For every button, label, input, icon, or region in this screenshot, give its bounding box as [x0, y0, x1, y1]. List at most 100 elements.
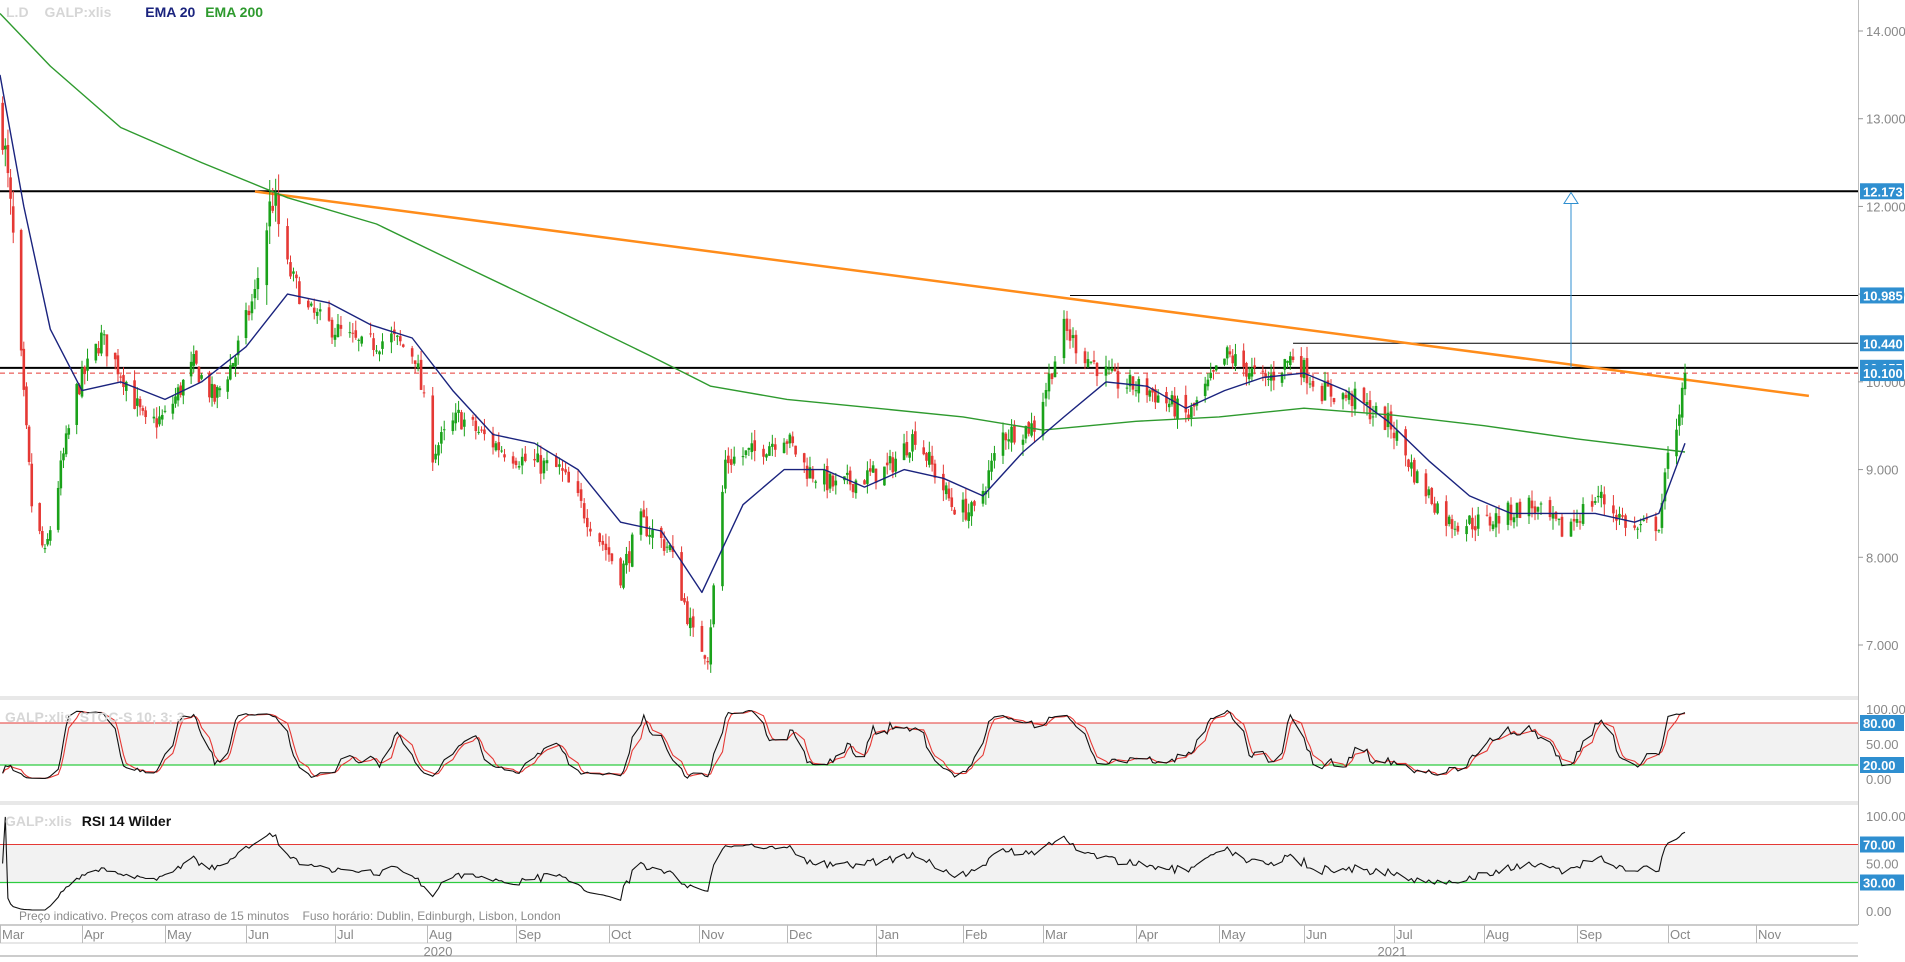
candle-body	[503, 454, 506, 458]
candle-body	[639, 511, 643, 535]
candle-body	[122, 375, 125, 388]
candle-body	[911, 434, 914, 452]
candle-body	[610, 553, 614, 562]
candle-body	[351, 332, 355, 334]
candle-body	[950, 497, 954, 508]
candle-body	[1212, 370, 1215, 372]
candle-body	[1302, 360, 1306, 379]
stochastic-panel-header: GALP:xlis STOC-S 10; 3; 3	[5, 709, 185, 725]
candle-body	[38, 503, 41, 532]
candle-body	[1104, 366, 1108, 376]
month-label-jan: Jan	[878, 927, 899, 942]
candle-body	[1184, 394, 1188, 413]
candle-body	[463, 419, 466, 427]
candle-body	[925, 452, 928, 461]
ema20-line	[0, 74, 1686, 594]
candle-body	[1107, 368, 1111, 370]
candle-body	[1386, 412, 1390, 428]
candle-body	[1083, 351, 1087, 364]
candle-body	[771, 443, 774, 447]
candle-body	[688, 617, 692, 629]
candle-body	[1286, 360, 1289, 363]
candle-body	[691, 616, 695, 628]
candle-body	[768, 446, 771, 456]
candle-body	[785, 441, 789, 444]
candle-body	[1156, 395, 1160, 403]
candle-body	[536, 453, 539, 463]
stoch-indicator-label[interactable]: STOC-S 10; 3; 3	[79, 709, 185, 725]
candle-body	[1447, 516, 1451, 525]
candle-body	[727, 455, 730, 464]
candle-body	[1320, 385, 1324, 402]
candle-body	[491, 433, 495, 448]
candle-body	[1518, 501, 1522, 518]
candle-body	[524, 453, 527, 461]
candle-body	[729, 459, 733, 465]
candle-body	[811, 470, 815, 479]
candle-body	[1223, 358, 1226, 365]
candle-body	[1332, 398, 1336, 403]
candle-body	[659, 527, 663, 538]
candle-body	[457, 409, 460, 413]
candle-body	[78, 384, 81, 395]
candle-body	[928, 451, 931, 465]
candle-body	[1596, 495, 1600, 498]
month-label-apr: Apr	[84, 927, 105, 942]
candle-body	[967, 512, 971, 521]
price-panel-header: L.D GALP:xlis EMA 20 EMA 200	[6, 4, 263, 20]
candle-body	[1392, 432, 1396, 439]
rsi-level-tag-30	[1860, 874, 1904, 891]
candle-body	[1167, 403, 1171, 408]
candle-body	[1225, 347, 1229, 359]
candle-body	[1305, 358, 1309, 384]
candle-body	[582, 503, 586, 519]
candle-body	[83, 367, 87, 375]
stoch-tick-label: 0.00	[1866, 772, 1891, 787]
rsi-indicator-label[interactable]: RSI 14 Wilder	[81, 813, 172, 829]
candle-body	[539, 455, 543, 474]
candle-body	[622, 563, 625, 588]
candle-body	[286, 226, 289, 260]
candle-body	[750, 443, 754, 453]
candle-body	[1404, 429, 1407, 456]
ema200-legend[interactable]: EMA 200	[205, 4, 264, 20]
candle-body	[1427, 489, 1431, 496]
candle-body	[1527, 497, 1531, 517]
candle-body	[229, 365, 232, 380]
candle-body	[604, 543, 608, 551]
candle-body	[133, 380, 136, 409]
ema20-legend[interactable]: EMA 20	[145, 4, 196, 20]
candle-body	[1353, 388, 1357, 410]
candle-body	[1176, 398, 1179, 419]
candle-body	[1456, 525, 1460, 532]
candle-body	[1116, 371, 1120, 389]
candle-body	[1663, 472, 1667, 502]
candle-body	[630, 534, 634, 567]
candle-body	[773, 444, 777, 450]
candle-body	[1344, 394, 1348, 398]
candle-body	[250, 301, 254, 314]
candle-body	[1264, 373, 1267, 378]
candle-body	[208, 373, 211, 398]
rsi-level-tag-70-label: 70.00	[1863, 838, 1896, 853]
candle-body	[1548, 500, 1552, 518]
candle-body	[1575, 518, 1579, 523]
candle-body	[25, 386, 28, 426]
candle-body	[181, 379, 185, 396]
candle-body	[354, 330, 358, 338]
candle-body	[545, 460, 549, 464]
candle-body	[422, 392, 426, 394]
candle-body	[1572, 518, 1576, 522]
candle-body	[1134, 390, 1138, 392]
candle-body	[1267, 378, 1270, 380]
candle-body	[788, 434, 792, 444]
candle-body	[105, 334, 109, 357]
candle-body	[1468, 515, 1471, 524]
candle-body	[1430, 488, 1434, 504]
candle-body	[732, 456, 736, 464]
candle-body	[218, 388, 222, 391]
candle-body	[706, 661, 710, 663]
month-label-aug: Aug	[429, 927, 452, 942]
stochastic-panel	[0, 709, 1858, 779]
